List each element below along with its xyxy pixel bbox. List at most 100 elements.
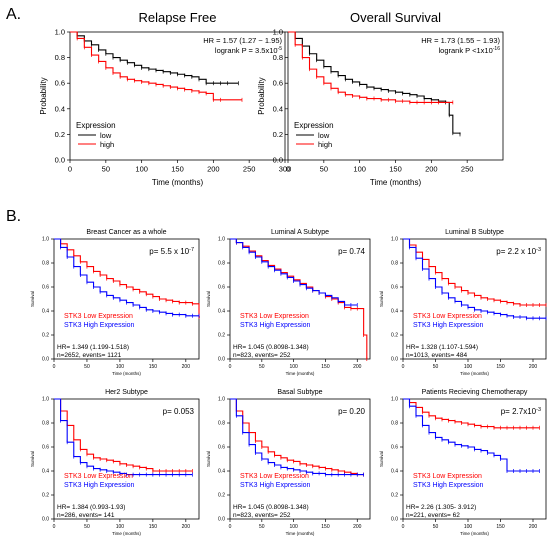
y-tick-label: 1.0 bbox=[391, 397, 398, 403]
y-tick-label: 0.8 bbox=[391, 261, 398, 267]
km-plot-1: Relapse Free 0.0 0.2 0.4 0.6 0.8 1.0 0 50 100 150 2… bbox=[39, 10, 291, 187]
x-tick-label: 200 bbox=[182, 524, 191, 530]
p-value: p= 5.5 x 10-7 bbox=[149, 247, 194, 256]
legend-label-low: STK3 Low Expression bbox=[240, 473, 309, 480]
n-events-text: n=286, events= 141 bbox=[57, 512, 115, 519]
n-events-text: n=823, events= 252 bbox=[233, 352, 291, 359]
x-tick-label: 150 bbox=[149, 524, 158, 530]
y-tick-label: 0.6 bbox=[55, 79, 65, 88]
survival-curve-a bbox=[230, 398, 364, 476]
y-tick-label: 0.4 bbox=[391, 469, 398, 475]
x-tick-label: 0 bbox=[286, 165, 290, 174]
x-tick-label: 150 bbox=[171, 165, 184, 174]
x-tick-label: 200 bbox=[529, 524, 538, 530]
legend-label-low: STK3 Low Expression bbox=[240, 313, 309, 320]
km-plot-6: Her2 Subtype 0.0 0.2 0.4 0.6 0.8 1.0 0 50 100 150 2… bbox=[30, 389, 200, 536]
hr-text: HR = 1.57 (1.27 − 1.95) bbox=[203, 36, 282, 45]
y-tick-label: 0.0 bbox=[391, 357, 398, 363]
x-tick-label: 150 bbox=[496, 524, 505, 530]
legend-label-high: STK3 High Expression bbox=[64, 322, 135, 329]
hr-text: HR= 1.045 (0.8098-1.348) bbox=[233, 504, 309, 511]
x-tick-label: 50 bbox=[433, 524, 439, 530]
plot-frame bbox=[53, 398, 200, 520]
plot-frame bbox=[53, 238, 200, 360]
panel-a-label: A. bbox=[6, 6, 22, 23]
logrank-exponent: -5 bbox=[278, 46, 283, 52]
km-plot-7: Basal Subtype 0.0 0.2 0.4 0.6 0.8 1.0 0 50 100 150… bbox=[206, 389, 371, 536]
y-tick-label: 0.6 bbox=[42, 285, 49, 291]
hr-text: HR= 1.045 (0.8098-1.348) bbox=[233, 344, 309, 351]
legend-label-high: STK3 High Expression bbox=[240, 322, 311, 329]
x-axis-label: Time (months) bbox=[112, 371, 141, 376]
x-tick-label: 200 bbox=[207, 165, 220, 174]
hr-text: HR= 1.349 (1.199-1.518) bbox=[57, 344, 129, 351]
p-value-exponent: -3 bbox=[536, 407, 541, 413]
x-tick-label: 200 bbox=[353, 524, 362, 530]
p-value-text: p= 5.5 x 10 bbox=[149, 247, 189, 256]
legend-label: low bbox=[100, 131, 112, 140]
y-tick-label: 0.2 bbox=[42, 333, 49, 339]
y-tick-label: 0.0 bbox=[42, 357, 49, 363]
n-events-text: n=221, events= 62 bbox=[406, 512, 460, 519]
x-tick-label: 50 bbox=[102, 165, 110, 174]
hr-text: HR= 1.328 (1.107-1.594) bbox=[406, 344, 478, 351]
legend-label: low bbox=[318, 131, 330, 140]
y-tick-label: 0.8 bbox=[42, 261, 49, 267]
km-plot-2: Overall Survival 0.0 0.2 0.4 0.6 0.8 1.0 0 50 100… bbox=[257, 10, 504, 187]
y-tick-label: 0.4 bbox=[218, 469, 225, 475]
x-tick-label: 100 bbox=[353, 165, 366, 174]
p-value-text: p= 0.053 bbox=[163, 407, 195, 416]
x-tick-label: 200 bbox=[182, 364, 191, 370]
p-value-text: p= 0.74 bbox=[338, 247, 365, 256]
x-tick-label: 100 bbox=[135, 165, 148, 174]
legend-label-high: STK3 High Expression bbox=[64, 482, 135, 489]
y-axis-label: Probability bbox=[39, 77, 48, 114]
legend-label-high: STK3 High Expression bbox=[413, 322, 484, 329]
plot-frame bbox=[229, 398, 371, 520]
x-tick-label: 150 bbox=[321, 364, 330, 370]
x-tick-label: 0 bbox=[229, 524, 232, 530]
x-axis-label: Time (months) bbox=[286, 371, 315, 376]
y-axis-label: Survival bbox=[30, 291, 35, 307]
y-tick-label: 0.0 bbox=[391, 517, 398, 523]
y-tick-label: 0.0 bbox=[218, 357, 225, 363]
y-tick-label: 0.2 bbox=[391, 493, 398, 499]
x-tick-label: 100 bbox=[289, 524, 298, 530]
y-tick-label: 0.2 bbox=[218, 493, 225, 499]
y-tick-label: 1.0 bbox=[42, 397, 49, 403]
p-value: p= 0.20 bbox=[338, 407, 365, 416]
y-tick-label: 1.0 bbox=[42, 237, 49, 243]
plot-frame bbox=[402, 398, 547, 520]
legend-label-high: STK3 High Expression bbox=[413, 482, 484, 489]
chart-title: Her2 Subtype bbox=[105, 389, 148, 396]
legend-label-low: STK3 Low Expression bbox=[413, 473, 482, 480]
y-tick-label: 0.6 bbox=[391, 285, 398, 291]
legend-label-low: STK3 Low Expression bbox=[413, 313, 482, 320]
y-tick-label: 0.4 bbox=[55, 104, 65, 113]
x-tick-label: 250 bbox=[243, 165, 256, 174]
logrank-text: logrank P = 3.5x10-5 bbox=[215, 46, 282, 55]
y-tick-label: 0.0 bbox=[218, 517, 225, 523]
y-tick-label: 1.0 bbox=[273, 28, 283, 37]
x-tick-label: 0 bbox=[53, 524, 56, 530]
x-tick-label: 150 bbox=[389, 165, 402, 174]
x-tick-label: 0 bbox=[229, 364, 232, 370]
legend-title: Expression bbox=[294, 121, 334, 130]
x-tick-label: 0 bbox=[402, 364, 405, 370]
y-tick-label: 0.6 bbox=[218, 285, 225, 291]
survival-curve-a bbox=[230, 238, 368, 359]
y-tick-label: 0.8 bbox=[218, 421, 225, 427]
legend-label-low: STK3 Low Expression bbox=[64, 473, 133, 480]
y-axis-label: Probability bbox=[257, 77, 266, 114]
x-axis-label: Time (months) bbox=[286, 531, 315, 536]
y-tick-label: 0.4 bbox=[391, 309, 398, 315]
x-tick-label: 150 bbox=[496, 364, 505, 370]
y-tick-label: 0.8 bbox=[273, 53, 283, 62]
x-tick-label: 200 bbox=[529, 364, 538, 370]
p-value: p= 0.74 bbox=[338, 247, 365, 256]
km-plot-5: Luminal B Subtype 0.0 0.2 0.4 0.6 0.8 1.0 0 50 10… bbox=[379, 229, 547, 376]
x-tick-label: 50 bbox=[84, 364, 90, 370]
x-tick-label: 150 bbox=[149, 364, 158, 370]
chart-title: Basal Subtype bbox=[277, 389, 322, 396]
n-events-text: n=823, events= 252 bbox=[233, 512, 291, 519]
